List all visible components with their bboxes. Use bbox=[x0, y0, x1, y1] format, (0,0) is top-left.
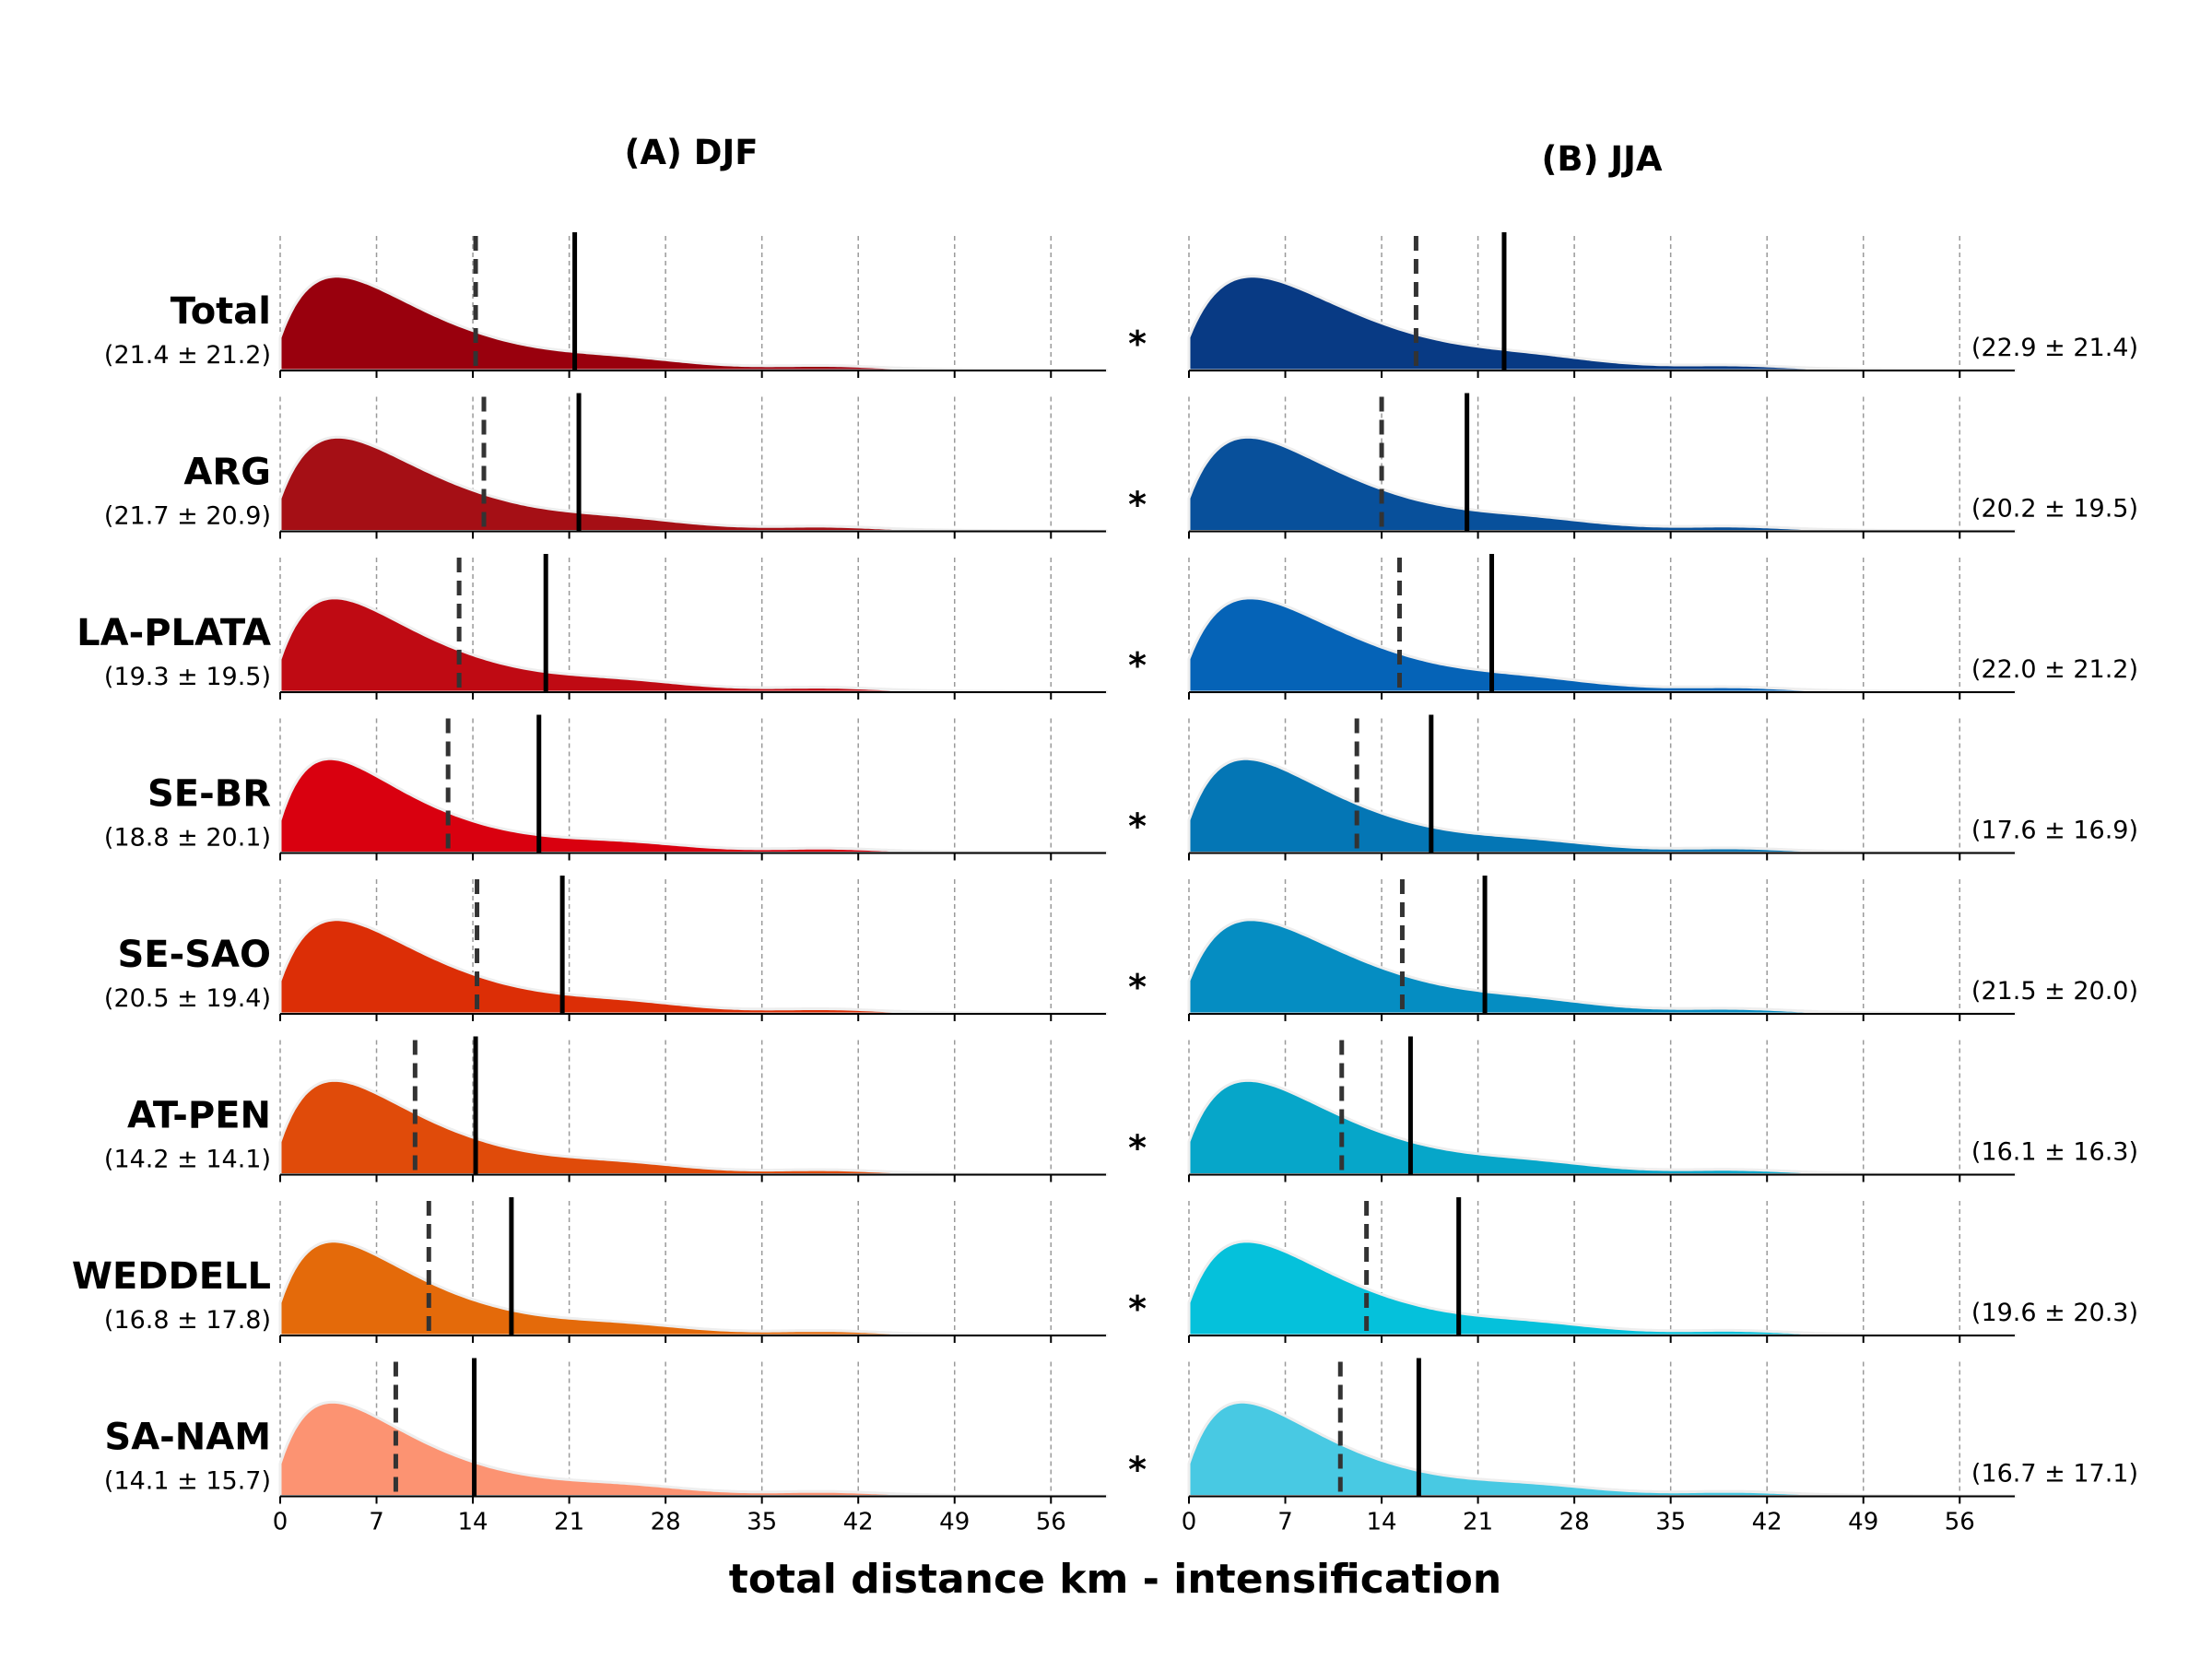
stat-label: (14.2 ± 14.1) bbox=[104, 1146, 271, 1174]
x-tick-label: 7 bbox=[1277, 1509, 1293, 1536]
x-tick-label: 35 bbox=[1655, 1509, 1686, 1536]
x-tick-label: 42 bbox=[843, 1509, 874, 1536]
x-tick-label: 28 bbox=[1559, 1509, 1590, 1536]
x-tick-label: 14 bbox=[458, 1509, 488, 1536]
stat-label: (19.3 ± 19.5) bbox=[104, 663, 271, 691]
density-area bbox=[280, 1402, 1106, 1496]
ridge-djf-total: Total (21.4 ± 21.2) * bbox=[104, 232, 1147, 378]
panel-title-jja: (B) JJA bbox=[1541, 139, 1662, 179]
significance-marker: * bbox=[1128, 806, 1147, 847]
region-label: AT-PEN bbox=[127, 1095, 271, 1137]
ridge-jja-sa-nam: (16.7 ± 17.1) bbox=[1189, 1359, 2138, 1504]
stat-label: (21.4 ± 21.2) bbox=[104, 341, 271, 370]
density-area bbox=[1189, 920, 2015, 1014]
stat-label: (19.6 ± 20.3) bbox=[1971, 1299, 2138, 1327]
region-label: SE-SAO bbox=[117, 934, 271, 976]
significance-marker: * bbox=[1128, 1128, 1147, 1169]
region-label: ARG bbox=[183, 452, 271, 494]
ridge-jja-arg: (20.2 ± 19.5) bbox=[1189, 394, 2138, 539]
density-area bbox=[280, 759, 1106, 853]
x-tick-label: 42 bbox=[1752, 1509, 1783, 1536]
density-area bbox=[280, 598, 1106, 692]
ridge-djf-weddell: WEDDELL (16.8 ± 17.8) * bbox=[72, 1197, 1147, 1343]
stat-label: (16.8 ± 17.8) bbox=[104, 1306, 271, 1335]
density-area bbox=[1189, 1080, 2015, 1174]
ridge-djf-se-br: SE-BR (18.8 ± 20.1) * bbox=[104, 715, 1147, 861]
ridge-djf-arg: ARG (21.7 ± 20.9) * bbox=[104, 394, 1147, 539]
x-axis-label: total distance km - intensification bbox=[729, 1556, 1501, 1603]
ridge-jja-la-plata: (22.0 ± 21.2) bbox=[1189, 554, 2138, 700]
density-area bbox=[280, 1080, 1106, 1174]
x-tick-label: 35 bbox=[747, 1509, 777, 1536]
ridge-jja-total: (22.9 ± 21.4) bbox=[1189, 232, 2138, 378]
density-area bbox=[280, 437, 1106, 531]
x-tick-label: 0 bbox=[273, 1509, 288, 1536]
density-area bbox=[1189, 759, 2015, 853]
density-area bbox=[1189, 1402, 2015, 1496]
density-area bbox=[1189, 276, 2015, 371]
x-tick-label: 0 bbox=[1182, 1509, 1197, 1536]
significance-marker: * bbox=[1128, 1288, 1147, 1329]
x-tick-label: 21 bbox=[1463, 1509, 1493, 1536]
density-area bbox=[280, 1241, 1106, 1335]
significance-marker: * bbox=[1128, 967, 1147, 1007]
ridge-jja-se-sao: (21.5 ± 20.0) bbox=[1189, 876, 2138, 1021]
x-tick-label: 56 bbox=[1945, 1509, 1975, 1536]
significance-marker: * bbox=[1128, 1450, 1147, 1490]
density-area bbox=[280, 920, 1106, 1014]
region-label: SE-BR bbox=[147, 773, 271, 816]
stat-label: (18.8 ± 20.1) bbox=[104, 824, 271, 853]
ridge-djf-at-pen: AT-PEN (14.2 ± 14.1) * bbox=[104, 1037, 1147, 1182]
stat-label: (14.1 ± 15.7) bbox=[104, 1467, 271, 1496]
stat-label: (16.1 ± 16.3) bbox=[1971, 1138, 2138, 1167]
panel-title-djf: (A) DJF bbox=[624, 133, 758, 172]
ridge-djf-sa-nam: SA-NAM (14.1 ± 15.7) * bbox=[104, 1359, 1147, 1504]
ridge-jja-se-br: (17.6 ± 16.9) bbox=[1189, 715, 2138, 861]
region-label: WEDDELL bbox=[72, 1255, 271, 1298]
stat-label: (16.7 ± 17.1) bbox=[1971, 1460, 2138, 1488]
x-tick-label: 49 bbox=[939, 1509, 970, 1536]
region-label: SA-NAM bbox=[104, 1417, 271, 1459]
stat-label: (17.6 ± 16.9) bbox=[1971, 817, 2138, 845]
ridge-jja-at-pen: (16.1 ± 16.3) bbox=[1189, 1037, 2138, 1182]
stat-label: (20.2 ± 19.5) bbox=[1971, 495, 2138, 524]
x-tick-label: 49 bbox=[1848, 1509, 1878, 1536]
density-area bbox=[280, 276, 1106, 371]
significance-marker: * bbox=[1128, 645, 1147, 686]
stat-label: (20.5 ± 19.4) bbox=[104, 984, 271, 1013]
density-area bbox=[1189, 1241, 2015, 1335]
stat-label: (22.9 ± 21.4) bbox=[1971, 334, 2138, 362]
stat-label: (22.0 ± 21.2) bbox=[1971, 655, 2138, 684]
x-tick-label: 28 bbox=[651, 1509, 681, 1536]
x-tick-label: 56 bbox=[1036, 1509, 1066, 1536]
significance-marker: * bbox=[1128, 324, 1147, 364]
significance-marker: * bbox=[1128, 485, 1147, 525]
region-label: Total bbox=[171, 290, 271, 333]
x-tick-label: 21 bbox=[554, 1509, 584, 1536]
x-tick-label: 14 bbox=[1367, 1509, 1397, 1536]
density-area bbox=[1189, 598, 2015, 692]
density-area bbox=[1189, 437, 2015, 531]
ridge-jja-weddell: (19.6 ± 20.3) bbox=[1189, 1197, 2138, 1343]
region-label: LA-PLATA bbox=[76, 612, 271, 654]
x-tick-label: 7 bbox=[369, 1509, 384, 1536]
stat-label: (21.7 ± 20.9) bbox=[104, 502, 271, 531]
ridge-djf-la-plata: LA-PLATA (19.3 ± 19.5) * bbox=[76, 554, 1147, 700]
plot-area: Total(21.4 ± 21.2) *ARG(21.7 ± 20.9) *LA-P… bbox=[72, 232, 2138, 1536]
stat-label: (21.5 ± 20.0) bbox=[1971, 977, 2138, 1006]
ridge-djf-se-sao: SE-SAO (20.5 ± 19.4) * bbox=[104, 876, 1147, 1021]
